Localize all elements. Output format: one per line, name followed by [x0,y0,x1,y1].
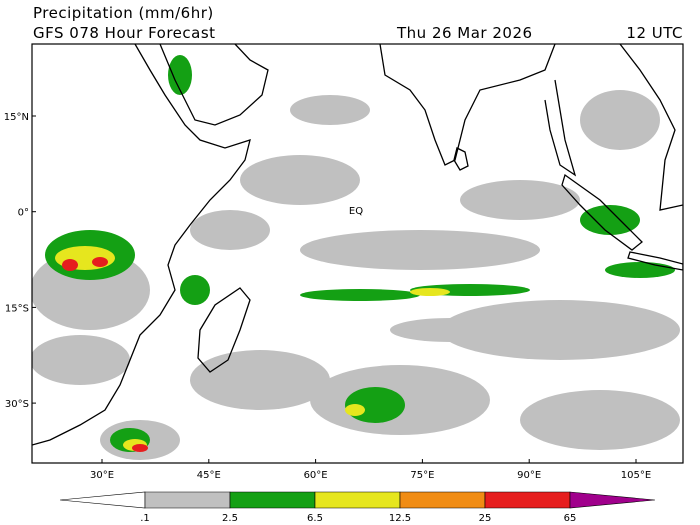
color-segment [314,491,401,509]
subtitle: GFS 078 Hour Forecast [33,24,216,42]
lon-label: 30°E [90,470,114,481]
coastlines [32,44,683,446]
color-segment [399,491,486,509]
title: Precipitation (mm/6hr) [33,4,214,22]
lon-labels: 30°E 45°E 60°E 75°E 90°E 105°E [90,459,651,481]
lon-label: 90°E [517,470,541,481]
color-segment [229,491,316,509]
lat-label: 15°N [4,112,29,123]
lon-label: 45°E [197,470,221,481]
colorbar: .1 2.5 6.5 12.5 25 65 [59,491,656,524]
lat-labels: 15°N 0° 15°S 30°S [4,112,36,410]
colorbar-label: 2.5 [222,513,238,524]
color-segment [569,491,656,509]
lat-label: 15°S [5,303,29,314]
date: Thu 26 Mar 2026 [396,24,533,42]
colorbar-label: 12.5 [389,513,411,524]
equator-label: EQ [349,206,363,217]
colorbar-label: 25 [479,513,492,524]
lon-label: 60°E [304,470,328,481]
colorbar-label: .1 [140,513,150,524]
color-segment [144,491,231,509]
color-segment [59,491,146,509]
time: 12 UTC [626,24,683,42]
lon-label: 105°E [621,470,651,481]
color-segment [484,491,571,509]
precip-field [32,55,680,460]
map: EQ 15°N 0° 15°S 30°S 30°E 45°E 60°E 75°E 90°E 10… [4,43,684,481]
lat-label: 30°S [5,399,29,410]
colorbar-label: 6.5 [307,513,323,524]
colorbar-label: 65 [564,513,577,524]
lon-label: 75°E [410,470,434,481]
map-frame [31,43,684,464]
lat-label: 0° [18,208,29,219]
